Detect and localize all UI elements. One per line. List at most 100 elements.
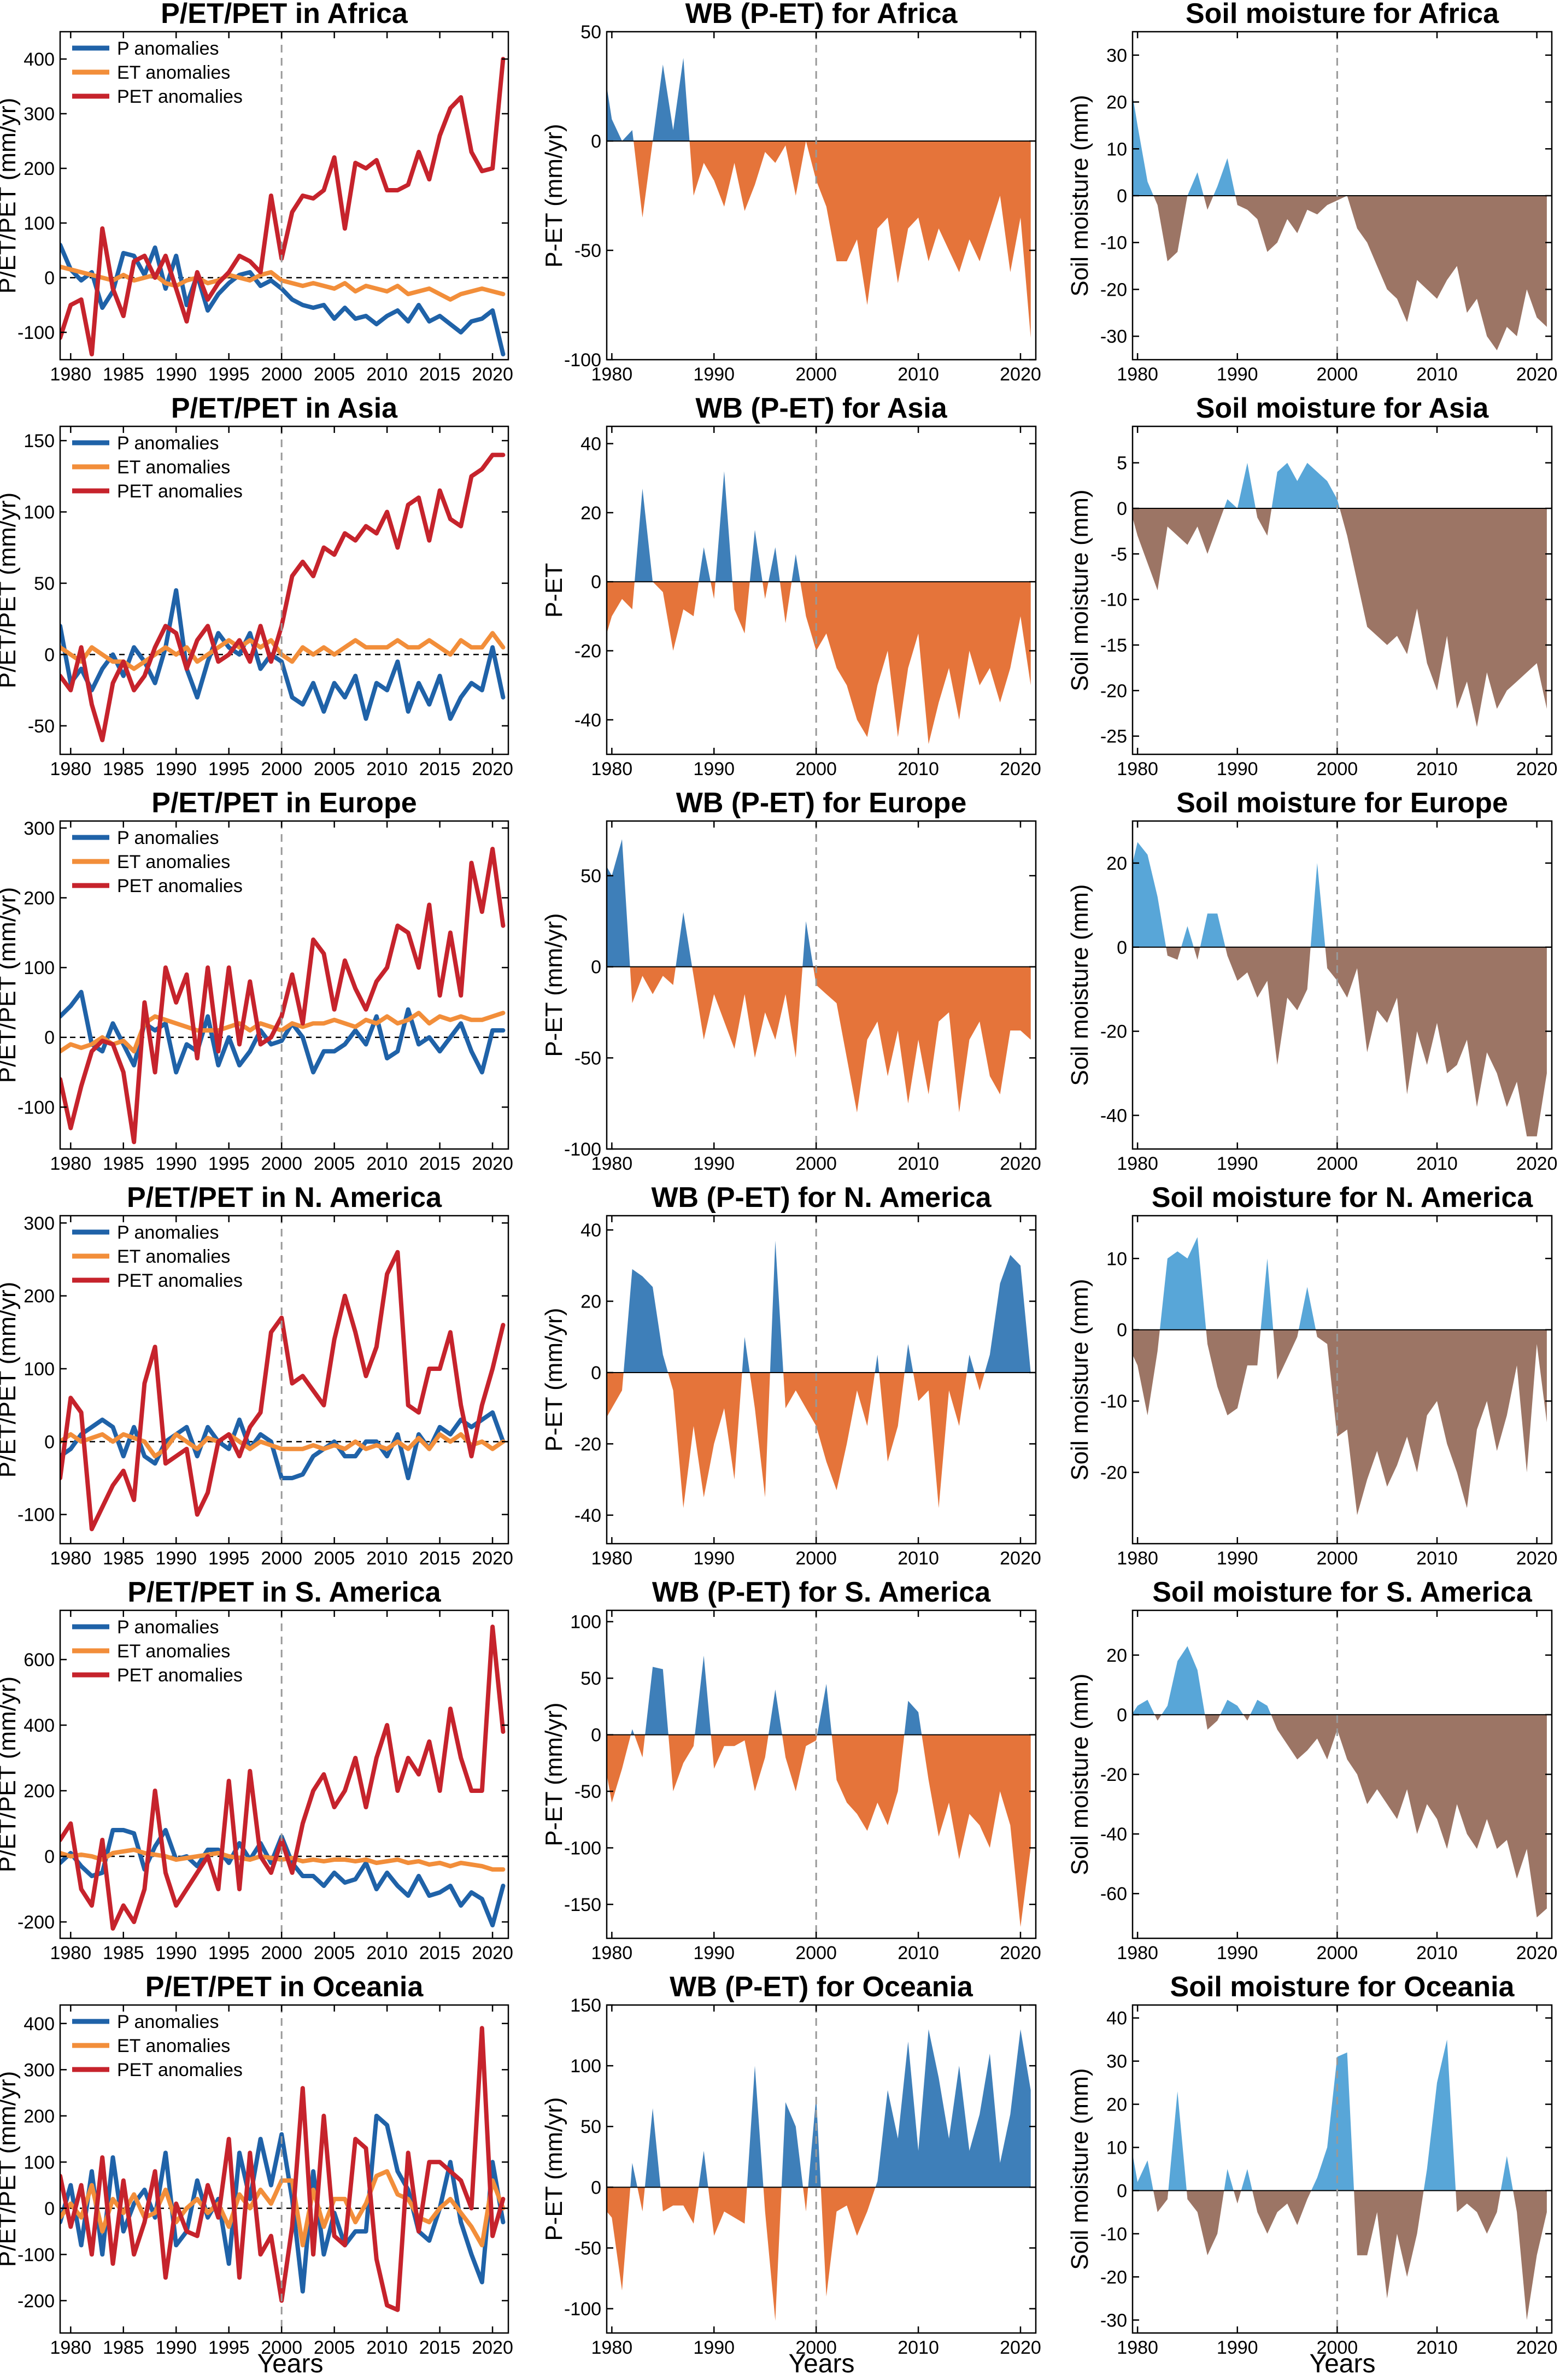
x-tick-label-wb-p-et-for-oceania-3: 2010	[898, 2337, 939, 2358]
panel-title-wb-p-et-for-africa: WB (P-ET) for Africa	[685, 0, 958, 30]
y-tick-label-soil-moisture-for-n-america-0: -20	[1100, 1463, 1127, 1484]
x-tick-label-p-et-pet-in-africa-3: 1995	[208, 364, 250, 385]
x-tick-label-p-et-pet-in-s-america-2: 1990	[155, 1943, 197, 1963]
y-axis-label-soil-moisture-for-africa: Soil moisture (mm)	[1066, 95, 1093, 296]
plot-area-soil-moisture-for-africa	[1133, 32, 1552, 360]
x-tick-label-p-et-pet-in-oceania-1: 1985	[103, 2337, 144, 2358]
x-tick-label-p-et-pet-in-s-america-8: 2020	[472, 1943, 513, 1963]
plot-area-p-et-pet-in-africa	[60, 32, 508, 360]
x-tick-label-p-et-pet-in-s-america-1: 1985	[103, 1943, 144, 1963]
x-tick-label-p-et-pet-in-s-america-3: 1995	[208, 1943, 250, 1963]
y-tick-label-wb-p-et-for-asia-2: 0	[591, 572, 601, 593]
plot-area-p-et-pet-in-s-america	[60, 1610, 508, 1938]
y-tick-label-soil-moisture-for-asia-5: 0	[1117, 499, 1127, 519]
y-tick-label-p-et-pet-in-n-america-1: 0	[44, 1432, 55, 1452]
legend-label-p-et-pet-in-europe-pet-anomalies: PET anomalies	[117, 876, 243, 896]
x-tick-label-soil-moisture-for-n-america-0: 1980	[1117, 1548, 1158, 1569]
y-tick-label-p-et-pet-in-n-america-0: -100	[17, 1505, 55, 1526]
x-tick-label-soil-moisture-for-europe-3: 2010	[1416, 1153, 1458, 1174]
x-tick-label-p-et-pet-in-africa-5: 2005	[314, 364, 355, 385]
y-tick-label-wb-p-et-for-oceania-0: -100	[564, 2299, 601, 2320]
y-axis-label-wb-p-et-for-europe: P-ET (mm/yr)	[541, 913, 567, 1057]
y-tick-label-p-et-pet-in-oceania-6: 400	[24, 2014, 55, 2035]
y-tick-label-p-et-pet-in-s-america-3: 400	[24, 1715, 55, 1736]
x-tick-label-p-et-pet-in-oceania-4: 2000	[261, 2337, 302, 2358]
panel-soil-moisture-for-africa: Soil moisture for Africa Soil moisture (m…	[1066, 0, 1557, 385]
y-tick-label-wb-p-et-for-asia-3: 20	[580, 503, 601, 524]
x-tick-label-soil-moisture-for-asia-4: 2020	[1516, 759, 1558, 779]
x-tick-label-wb-p-et-for-europe-4: 2020	[1000, 1153, 1041, 1174]
x-tick-label-soil-moisture-for-africa-0: 1980	[1117, 364, 1158, 385]
legend-label-p-et-pet-in-s-america-et-anomalies: ET anomalies	[117, 1641, 230, 1662]
plot-frame-soil-moisture-for-n-america	[1131, 1215, 1553, 1545]
panel-p-et-pet-in-asia: P/ET/PET in Asia P/ET/PET (mm/yr) P anomal…	[0, 392, 513, 779]
negative-area-soil-moisture-for-s-america	[1133, 1714, 1547, 1918]
y-tick-label-wb-p-et-for-africa-3: 50	[580, 22, 601, 43]
x-tick-label-wb-p-et-for-s-america-1: 1990	[693, 1943, 735, 1963]
y-axis-label-p-et-pet-in-oceania: P/ET/PET (mm/yr)	[0, 2071, 21, 2267]
x-tick-label-wb-p-et-for-asia-3: 2010	[898, 759, 939, 779]
y-tick-label-wb-p-et-for-n-america-0: -40	[574, 1505, 601, 1526]
x-tick-label-wb-p-et-for-asia-2: 2000	[795, 759, 837, 779]
x-tick-label-soil-moisture-for-s-america-3: 2010	[1416, 1943, 1458, 1963]
y-tick-label-soil-moisture-for-oceania-7: 40	[1106, 2008, 1127, 2029]
x-tick-label-p-et-pet-in-n-america-3: 1995	[208, 1548, 250, 1569]
x-tick-label-wb-p-et-for-s-america-4: 2020	[1000, 1943, 1041, 1963]
plot-frame-wb-p-et-for-oceania	[606, 2004, 1037, 2334]
y-tick-label-p-et-pet-in-oceania-1: -100	[17, 2244, 55, 2265]
x-tick-label-p-et-pet-in-asia-5: 2005	[314, 759, 355, 779]
y-tick-label-soil-moisture-for-africa-3: 0	[1117, 186, 1127, 207]
y-tick-label-wb-p-et-for-n-america-2: 0	[591, 1363, 601, 1384]
x-tick-label-soil-moisture-for-s-america-4: 2020	[1516, 1943, 1558, 1963]
x-tick-label-p-et-pet-in-europe-5: 2005	[314, 1153, 355, 1174]
y-tick-label-soil-moisture-for-oceania-3: 0	[1117, 2180, 1127, 2201]
y-axis-label-soil-moisture-for-n-america: Soil moisture (mm)	[1066, 1279, 1093, 1480]
legend-label-p-et-pet-in-europe-et-anomalies: ET anomalies	[117, 852, 230, 872]
y-tick-label-wb-p-et-for-europe-1: -50	[574, 1048, 601, 1069]
plot-area-wb-p-et-for-asia	[607, 426, 1036, 754]
x-tick-label-wb-p-et-for-oceania-1: 1990	[693, 2337, 735, 2358]
y-tick-label-soil-moisture-for-n-america-2: 0	[1117, 1320, 1127, 1341]
legend-label-p-et-pet-in-s-america-pet-anomalies: PET anomalies	[117, 1665, 243, 1686]
panel-soil-moisture-for-s-america: Soil moisture for S. America Soil moistur…	[1066, 1576, 1557, 1963]
y-tick-label-p-et-pet-in-oceania-0: -200	[17, 2291, 55, 2312]
y-tick-label-p-et-pet-in-asia-0: -50	[28, 716, 55, 737]
x-tick-label-wb-p-et-for-asia-0: 1980	[591, 759, 633, 779]
y-tick-label-soil-moisture-for-oceania-0: -30	[1100, 2310, 1127, 2331]
y-tick-label-soil-moisture-for-asia-0: -25	[1100, 726, 1127, 747]
panel-title-wb-p-et-for-oceania: WB (P-ET) for Oceania	[670, 1971, 973, 2003]
series-line-p-et-pet-in-europe-et-anomalies	[60, 1011, 506, 1054]
y-tick-label-p-et-pet-in-asia-2: 50	[34, 573, 55, 594]
plot-area-wb-p-et-for-n-america	[607, 1216, 1036, 1544]
y-tick-label-soil-moisture-for-n-america-3: 10	[1106, 1248, 1127, 1269]
y-axis-label-soil-moisture-for-s-america: Soil moisture (mm)	[1066, 1673, 1093, 1875]
legend-label-p-et-pet-in-asia-et-anomalies: ET anomalies	[117, 457, 230, 478]
panel-p-et-pet-in-africa: P/ET/PET in Africa P/ET/PET (mm/yr) P anom…	[0, 0, 513, 385]
y-tick-label-soil-moisture-for-africa-5: 20	[1106, 92, 1127, 113]
x-tick-label-wb-p-et-for-africa-4: 2020	[1000, 364, 1041, 385]
positive-area-soil-moisture-for-s-america	[1133, 1646, 1547, 1715]
y-tick-label-wb-p-et-for-oceania-1: -50	[574, 2238, 601, 2259]
x-tick-label-wb-p-et-for-africa-3: 2010	[898, 364, 939, 385]
y-tick-label-soil-moisture-for-asia-6: 5	[1117, 453, 1127, 474]
y-tick-label-wb-p-et-for-n-america-4: 40	[580, 1220, 601, 1241]
x-tick-label-p-et-pet-in-s-america-4: 2000	[261, 1943, 302, 1963]
y-tick-label-soil-moisture-for-s-america-3: 0	[1117, 1705, 1127, 1726]
y-axis-label-wb-p-et-for-n-america: P-ET (mm/yr)	[541, 1308, 567, 1451]
x-axis-label-col-3: Years	[1310, 2349, 1376, 2378]
panel-title-p-et-pet-in-asia: P/ET/PET in Asia	[171, 392, 398, 424]
x-tick-label-soil-moisture-for-oceania-4: 2020	[1516, 2337, 1558, 2358]
y-tick-label-wb-p-et-for-africa-1: -50	[574, 241, 601, 261]
x-tick-label-wb-p-et-for-europe-1: 1990	[693, 1153, 735, 1174]
x-tick-label-soil-moisture-for-n-america-3: 2010	[1416, 1548, 1458, 1569]
y-tick-label-p-et-pet-in-africa-5: 400	[24, 49, 55, 70]
y-tick-label-soil-moisture-for-asia-3: -10	[1100, 590, 1127, 611]
negative-area-wb-p-et-for-europe	[607, 966, 1031, 1113]
x-tick-label-p-et-pet-in-n-america-6: 2010	[366, 1548, 408, 1569]
y-tick-label-soil-moisture-for-n-america-1: -10	[1100, 1391, 1127, 1412]
series-line-p-et-pet-in-europe-p-anomalies	[60, 989, 506, 1075]
x-tick-label-wb-p-et-for-oceania-2: 2000	[795, 2337, 837, 2358]
plot-area-p-et-pet-in-n-america	[60, 1216, 508, 1544]
y-tick-label-soil-moisture-for-asia-2: -15	[1100, 635, 1127, 656]
